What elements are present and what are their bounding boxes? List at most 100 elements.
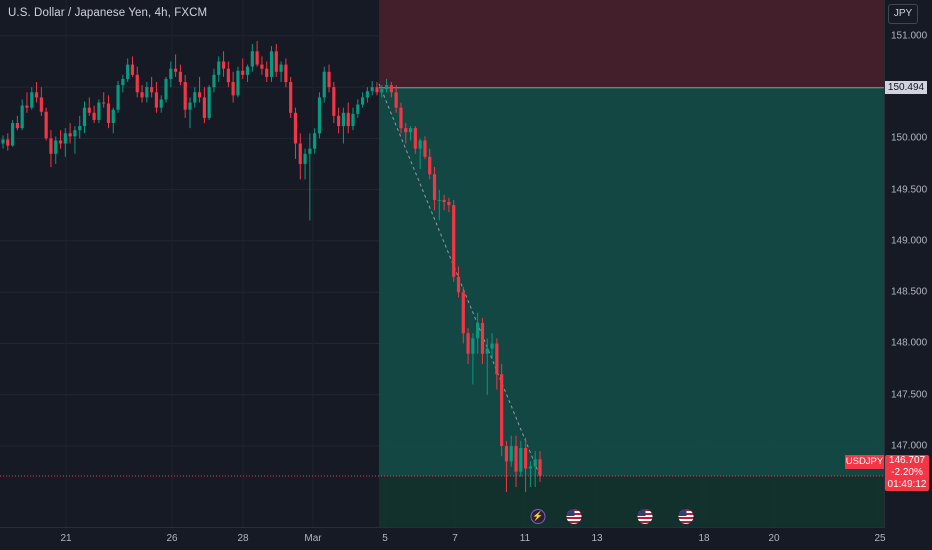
stop-loss-zone (379, 0, 884, 88)
candle-body (68, 133, 72, 137)
candle-body (150, 87, 154, 93)
candle-body (25, 105, 29, 108)
candle-body (346, 112, 350, 127)
candle-body (308, 148, 312, 154)
candle-body (145, 87, 149, 98)
candle-body (250, 51, 254, 67)
candle-body (500, 374, 504, 446)
candle-body (169, 68, 173, 79)
candle-body (538, 459, 542, 476)
candle-body (135, 74, 139, 93)
candle-body (183, 82, 187, 110)
candle-body (30, 92, 34, 108)
candle-body (303, 153, 307, 165)
candle-body (389, 85, 393, 93)
candle-body (58, 140, 63, 144)
candle-body (437, 199, 441, 201)
time-tick: 20 (768, 533, 780, 544)
candle-body (375, 87, 379, 93)
candle-body (226, 68, 230, 83)
candle-body (404, 128, 408, 133)
symbol-label: USDJPY (845, 455, 884, 469)
candle-body (1, 139, 5, 144)
candle-body (221, 61, 226, 69)
candle-body (178, 71, 183, 83)
candle-body (351, 113, 355, 127)
candle-body (15, 123, 19, 129)
candle-body (476, 322, 480, 339)
candle-body (413, 128, 417, 149)
candle-body (63, 133, 67, 144)
candle-body (126, 64, 130, 79)
candle-body (490, 343, 494, 349)
lightning-icon[interactable]: ⚡ (530, 509, 546, 524)
candle-body (284, 64, 288, 83)
candle-body (289, 82, 293, 113)
candle-body (236, 70, 240, 96)
price-axis[interactable] (884, 0, 932, 528)
candle-body (365, 91, 369, 98)
candle-body (332, 87, 336, 116)
candle-body (82, 107, 87, 127)
take-profit-zone (379, 87, 884, 477)
price-tick: 149.000 (891, 235, 928, 247)
time-tick: 11 (519, 533, 531, 544)
candle-body (265, 68, 269, 77)
candle-body (164, 78, 168, 100)
price-tick: 147.500 (891, 389, 928, 401)
candle-body (154, 92, 159, 108)
candle-body (188, 102, 192, 110)
candle-body (480, 322, 485, 354)
candle-body (87, 107, 91, 113)
price-tick: 148.500 (891, 286, 928, 298)
time-tick: 13 (591, 533, 603, 544)
candle-body (39, 97, 43, 112)
candle-body (34, 92, 39, 98)
last-price-change: -2.20% (891, 467, 923, 478)
candle-body (202, 97, 206, 118)
us-flag-icon[interactable] (566, 509, 582, 524)
candle-body (97, 102, 101, 120)
candle-body (317, 97, 322, 134)
candle-body (514, 445, 518, 472)
candle-body (140, 92, 144, 98)
candle-body (159, 99, 163, 108)
candle-body (528, 466, 533, 469)
candle-body (452, 205, 456, 277)
candle-body (111, 109, 115, 124)
candle-body (380, 89, 384, 93)
candle-body (495, 343, 499, 375)
us-flag-icon[interactable] (637, 509, 653, 524)
time-tick: 28 (237, 533, 249, 544)
candle-body (384, 85, 389, 90)
candle-body (313, 133, 317, 149)
candle-body (6, 139, 10, 146)
us-flag-icon[interactable] (678, 509, 694, 524)
candle-body (193, 92, 197, 103)
price-tick: 148.000 (891, 337, 928, 349)
candle-body (322, 71, 326, 98)
candle-body (524, 448, 528, 469)
price-tick: 151.000 (891, 30, 928, 42)
time-tick: 21 (60, 533, 72, 544)
candle-body (121, 78, 125, 86)
candle-body (174, 68, 178, 72)
candle-body (197, 92, 202, 98)
candle-body (10, 123, 15, 146)
candle-body (423, 140, 427, 157)
candle-body (509, 445, 513, 462)
candle-body (116, 85, 120, 110)
time-tick: 18 (698, 533, 710, 544)
candle-body (231, 82, 235, 96)
chart-title: U.S. Dollar / Japanese Yen, 4h, FXCM (8, 7, 208, 19)
candle-body (106, 103, 111, 124)
time-tick: Mar (304, 533, 322, 544)
time-axis[interactable] (0, 527, 884, 528)
candle-body (394, 92, 398, 108)
candle-body (432, 174, 437, 200)
candle-body (255, 51, 259, 65)
currency-button[interactable]: JPY (888, 4, 918, 24)
time-tick: 25 (874, 533, 886, 544)
candle-body (241, 70, 245, 75)
